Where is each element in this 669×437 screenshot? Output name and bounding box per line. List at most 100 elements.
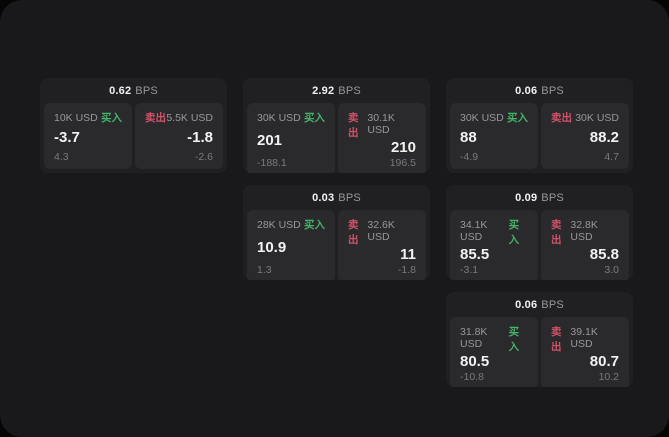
buy-side-tag: 买入 [507, 112, 528, 124]
buy-size-label: 10K USD [54, 112, 98, 124]
sell-quote-panel[interactable]: 卖出 32.8K USD 85.8 3.0 [541, 210, 629, 280]
buy-size-label: 31.8K USD [460, 326, 488, 350]
buy-quote-panel[interactable]: 28K USD 买入 10.9 1.3 [247, 210, 335, 280]
buy-size-label: 30K USD [460, 112, 504, 124]
buy-side-tag: 买入 [508, 326, 520, 353]
quote-card: 0.06 BPS 31.8K USD 买入 80.5 -10.8 卖出 39.1… [446, 292, 633, 387]
sell-size-label: 30.1K USD [367, 112, 395, 136]
buy-quote-value: 80.5 [460, 353, 490, 370]
buy-side-tag: 买入 [508, 219, 520, 246]
buy-quote-value: 201 [257, 131, 283, 149]
bps-header: 0.06 BPS [446, 78, 633, 103]
buy-sub-value: -188.1 [257, 156, 287, 169]
bps-header: 2.92 BPS [243, 78, 430, 103]
bps-value: 0.09 [515, 191, 538, 204]
sell-panel-header: 卖出 32.6K USD [348, 217, 416, 247]
sell-side-tag: 卖出 [348, 219, 359, 246]
quote-card: 0.09 BPS 34.1K USD 买入 85.5 -3.1 卖出 32.8K… [446, 185, 633, 280]
buy-quote-panel[interactable]: 30K USD 买入 88 -4.9 [450, 103, 538, 169]
buy-panel-header: 10K USD 买入 [54, 110, 122, 125]
buy-panel-header: 30K USD 买入 [257, 110, 325, 125]
buy-size-label: 34.1K USD [460, 219, 488, 243]
quote-card: 2.92 BPS 30K USD 买入 201 -188.1 卖出 30.1K … [243, 78, 430, 173]
bps-unit: BPS [338, 191, 361, 204]
buy-panel-header: 31.8K USD 买入 [460, 324, 528, 354]
bps-unit: BPS [338, 84, 361, 97]
bps-header: 0.06 BPS [446, 292, 633, 317]
sell-sub-value: 10.2 [598, 370, 619, 383]
bps-value: 0.06 [515, 298, 538, 311]
sell-panel-header: 卖出 39.1K USD [551, 324, 619, 354]
sell-size-label: 30K USD [575, 112, 619, 124]
buy-quote-value: 85.5 [460, 246, 490, 263]
sell-quote-panel[interactable]: 卖出 5.5K USD -1.8 -2.6 [135, 103, 223, 169]
buy-panel-header: 28K USD 买入 [257, 217, 325, 232]
quote-card: 0.62 BPS 10K USD 买入 -3.7 4.3 卖出 5.5K USD… [40, 78, 227, 173]
buy-quote-panel[interactable]: 10K USD 买入 -3.7 4.3 [44, 103, 132, 169]
buy-sub-value: -3.1 [460, 263, 479, 276]
sell-panel-header: 卖出 32.8K USD [551, 217, 619, 247]
quote-card: 0.06 BPS 30K USD 买入 88 -4.9 卖出 30K USD 8… [446, 78, 633, 173]
sell-quote-panel[interactable]: 卖出 39.1K USD 80.7 10.2 [541, 317, 629, 387]
buy-side-tag: 买入 [304, 219, 325, 231]
sell-sub-value: 196.5 [389, 156, 416, 169]
sell-size-label: 32.8K USD [570, 219, 598, 243]
sell-quote-value: 210 [390, 139, 416, 156]
sell-panel-header: 卖出 30K USD [551, 110, 619, 125]
buy-sub-value: 1.3 [257, 263, 272, 276]
sell-size-label: 32.6K USD [367, 219, 395, 243]
sell-panel-header: 卖出 5.5K USD [145, 110, 213, 125]
sell-quote-value: 80.7 [589, 353, 619, 370]
sell-quote-panel[interactable]: 卖出 32.6K USD 11 -1.8 [338, 210, 426, 280]
sell-quote-value: 85.8 [589, 246, 619, 263]
sell-panel-header: 卖出 30.1K USD [348, 110, 416, 140]
quote-panels: 30K USD 买入 201 -188.1 卖出 30.1K USD 210 1… [243, 103, 430, 173]
bps-header: 0.09 BPS [446, 185, 633, 210]
buy-sub-value: 4.3 [54, 151, 69, 163]
buy-quote-value: 88 [460, 128, 477, 146]
sell-side-tag: 卖出 [145, 112, 166, 124]
bps-unit: BPS [541, 298, 564, 311]
sell-sub-value: 4.7 [604, 151, 619, 163]
quote-panels: 30K USD 买入 88 -4.9 卖出 30K USD 88.2 4.7 [446, 103, 633, 173]
sell-side-tag: 卖出 [551, 219, 562, 246]
buy-panel-header: 30K USD 买入 [460, 110, 528, 125]
bps-header: 0.62 BPS [40, 78, 227, 103]
sell-sub-value: 3.0 [604, 263, 619, 276]
sell-sub-value: -2.6 [194, 151, 213, 163]
bps-value: 2.92 [312, 84, 335, 97]
quote-panels: 10K USD 买入 -3.7 4.3 卖出 5.5K USD -1.8 -2.… [40, 103, 227, 173]
buy-size-label: 28K USD [257, 219, 301, 231]
sell-quote-panel[interactable]: 卖出 30K USD 88.2 4.7 [541, 103, 629, 169]
buy-quote-panel[interactable]: 30K USD 买入 201 -188.1 [247, 103, 335, 173]
quote-card: 0.03 BPS 28K USD 买入 10.9 1.3 卖出 32.6K US… [243, 185, 430, 280]
buy-panel-header: 34.1K USD 买入 [460, 217, 528, 247]
sell-size-label: 39.1K USD [570, 326, 598, 350]
sell-quote-value: 88.2 [589, 128, 619, 146]
bps-value: 0.62 [109, 84, 132, 97]
buy-side-tag: 买入 [101, 112, 122, 124]
buy-side-tag: 买入 [304, 112, 325, 124]
cards-grid: 0.62 BPS 10K USD 买入 -3.7 4.3 卖出 5.5K USD… [40, 78, 633, 387]
buy-size-label: 30K USD [257, 112, 301, 124]
sell-side-tag: 卖出 [348, 112, 359, 139]
buy-quote-panel[interactable]: 31.8K USD 买入 80.5 -10.8 [450, 317, 538, 387]
bps-unit: BPS [135, 84, 158, 97]
buy-quote-value: 10.9 [257, 238, 287, 256]
buy-sub-value: -4.9 [460, 151, 479, 163]
buy-quote-value: -3.7 [54, 128, 80, 146]
sell-size-label: 5.5K USD [166, 112, 213, 124]
bps-unit: BPS [541, 84, 564, 97]
sell-side-tag: 卖出 [551, 326, 562, 353]
sell-side-tag: 卖出 [551, 112, 572, 124]
bps-value: 0.03 [312, 191, 335, 204]
buy-sub-value: -10.8 [460, 370, 484, 383]
quote-panels: 34.1K USD 买入 85.5 -3.1 卖出 32.8K USD 85.8… [446, 210, 633, 280]
sell-quote-panel[interactable]: 卖出 30.1K USD 210 196.5 [338, 103, 426, 173]
sell-sub-value: -1.8 [397, 263, 416, 276]
sell-quote-value: 11 [400, 246, 416, 263]
quote-panels: 28K USD 买入 10.9 1.3 卖出 32.6K USD 11 -1.8 [243, 210, 430, 280]
bps-header: 0.03 BPS [243, 185, 430, 210]
sell-quote-value: -1.8 [187, 128, 213, 146]
buy-quote-panel[interactable]: 34.1K USD 买入 85.5 -3.1 [450, 210, 538, 280]
